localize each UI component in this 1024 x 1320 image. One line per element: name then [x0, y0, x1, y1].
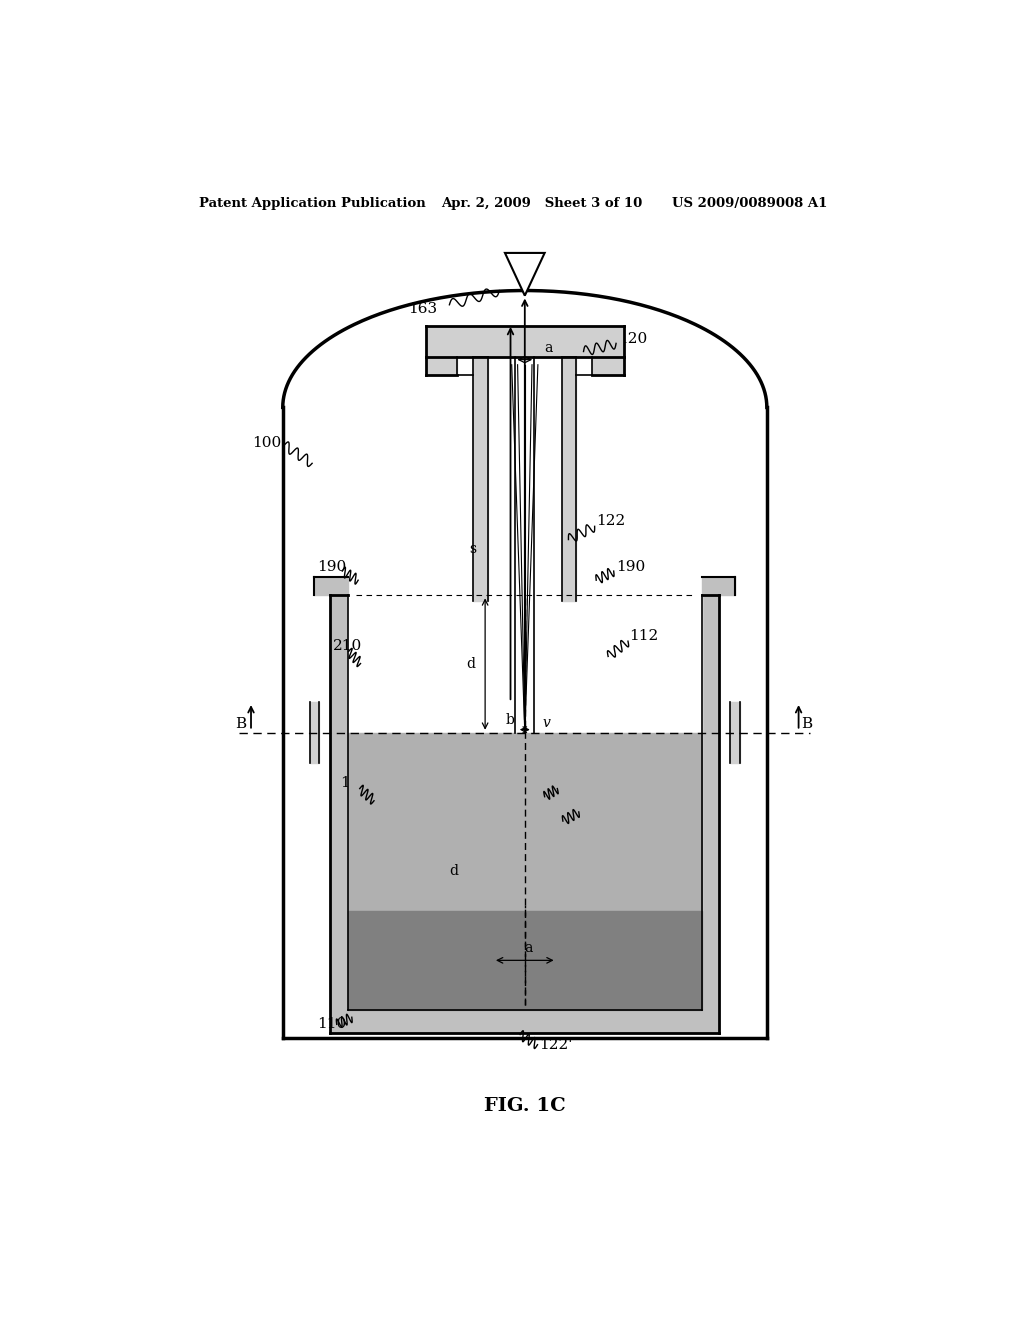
Text: b: b [506, 713, 515, 726]
Text: 110: 110 [316, 1018, 346, 1031]
Text: 112: 112 [630, 630, 658, 643]
Text: Apr. 2, 2009   Sheet 3 of 10: Apr. 2, 2009 Sheet 3 of 10 [441, 197, 643, 210]
Text: 120: 120 [618, 333, 648, 346]
Text: a: a [545, 341, 553, 355]
Text: 150: 150 [559, 776, 588, 791]
Text: 163: 163 [409, 302, 437, 315]
Text: 145: 145 [581, 800, 609, 814]
Text: 122: 122 [596, 515, 626, 528]
Text: d: d [467, 657, 475, 671]
Text: FIG. 1C: FIG. 1C [484, 1097, 565, 1114]
Text: s: s [470, 541, 477, 556]
Text: US 2009/0089008 A1: US 2009/0089008 A1 [672, 197, 827, 210]
Text: v: v [543, 715, 550, 730]
Text: 190: 190 [316, 560, 346, 574]
Text: B: B [236, 717, 246, 731]
Text: B: B [801, 717, 812, 731]
Text: d: d [449, 865, 458, 878]
Text: a: a [524, 941, 532, 956]
Text: 153: 153 [340, 776, 369, 791]
Text: 190: 190 [616, 560, 645, 574]
Text: 210: 210 [333, 639, 362, 653]
Polygon shape [505, 253, 545, 296]
Text: 100: 100 [253, 436, 282, 450]
Text: Patent Application Publication: Patent Application Publication [200, 197, 426, 210]
Text: 122': 122' [539, 1038, 572, 1052]
